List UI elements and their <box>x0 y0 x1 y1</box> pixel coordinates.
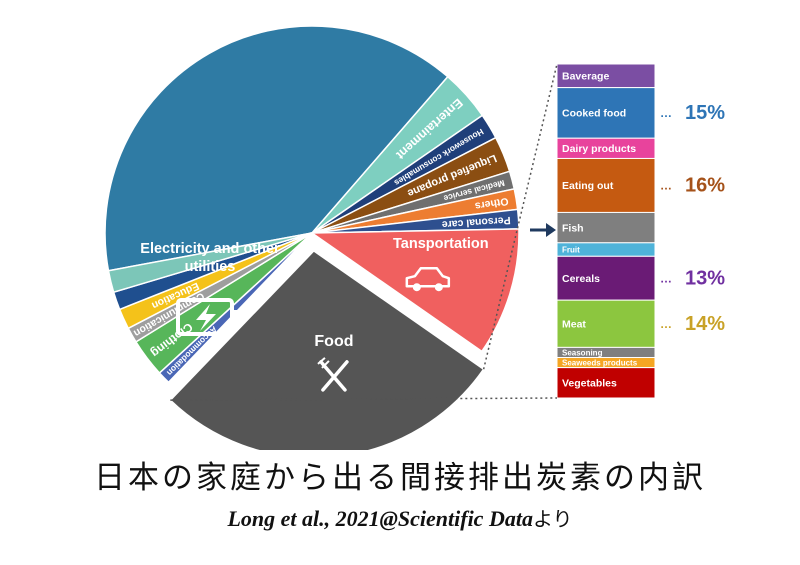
bar-label-baverage: Baverage <box>562 71 609 83</box>
connector-line-top <box>482 63 558 370</box>
chart: Electricity and other utilitiesEntertainm… <box>104 25 725 450</box>
callout-dots: … <box>660 179 672 193</box>
callout-value-cooked-food: 15% <box>685 102 725 124</box>
source-citation: Long et al., 2021@Scientific Data <box>227 506 533 531</box>
slice-label-food: Food <box>314 333 353 350</box>
slice-label-transportation: Tansportation <box>393 236 489 252</box>
bar-segment-fish <box>556 211 656 244</box>
pie-slice-food <box>169 249 485 450</box>
source-suffix: より <box>532 507 573 531</box>
callout-value-eating-out: 16% <box>685 175 725 197</box>
bar-label-cooked-food: Cooked food <box>562 108 626 120</box>
pie-slice-electricity-and-other-utilities <box>104 25 449 272</box>
bar-label-vegetables: Vegetables <box>562 378 617 390</box>
bar-segment-meat <box>556 299 656 348</box>
pie-slice-unlabeled <box>107 232 313 294</box>
battery-icon <box>176 298 238 336</box>
bar-segment-vegetables <box>556 367 656 399</box>
bar-label-meat: Meat <box>562 319 586 331</box>
callout-value-meat: 14% <box>685 313 725 335</box>
bar-label-dairy-products: Dairy products <box>562 143 636 155</box>
figure-source: Long et al., 2021@Scientific Dataより <box>0 503 800 532</box>
callout-dots: … <box>660 271 672 285</box>
bar-segment-cooked-food <box>556 87 656 139</box>
bar-segment-eating-out <box>556 157 656 213</box>
bar-label-cereals: Cereals <box>562 273 600 285</box>
bar-label-seasoning: Seasoning <box>562 349 603 358</box>
slice-label-personal-care: Personal care <box>441 214 511 231</box>
callout-dots: … <box>660 106 672 120</box>
bar-label-fish: Fish <box>562 222 584 234</box>
bar-label-fruit: Fruit <box>562 246 580 255</box>
bar-label-eating-out: Eating out <box>562 180 614 192</box>
arrow-icon <box>530 223 556 237</box>
car-icon <box>405 266 451 292</box>
callout-value-cereals: 13% <box>685 268 725 290</box>
callout-dots: … <box>660 317 672 331</box>
slice-label-electricity: Electricity and other utilities <box>140 241 280 275</box>
fork-knife-icon <box>317 357 349 392</box>
bar-segment-cereals <box>556 255 656 301</box>
figure-title: 日本の家庭から出る間接排出炭素の内訳 <box>94 460 706 496</box>
slice-label-others: Others <box>474 195 510 212</box>
bar-label-seaweeds-products: Seaweeds products <box>562 359 638 368</box>
